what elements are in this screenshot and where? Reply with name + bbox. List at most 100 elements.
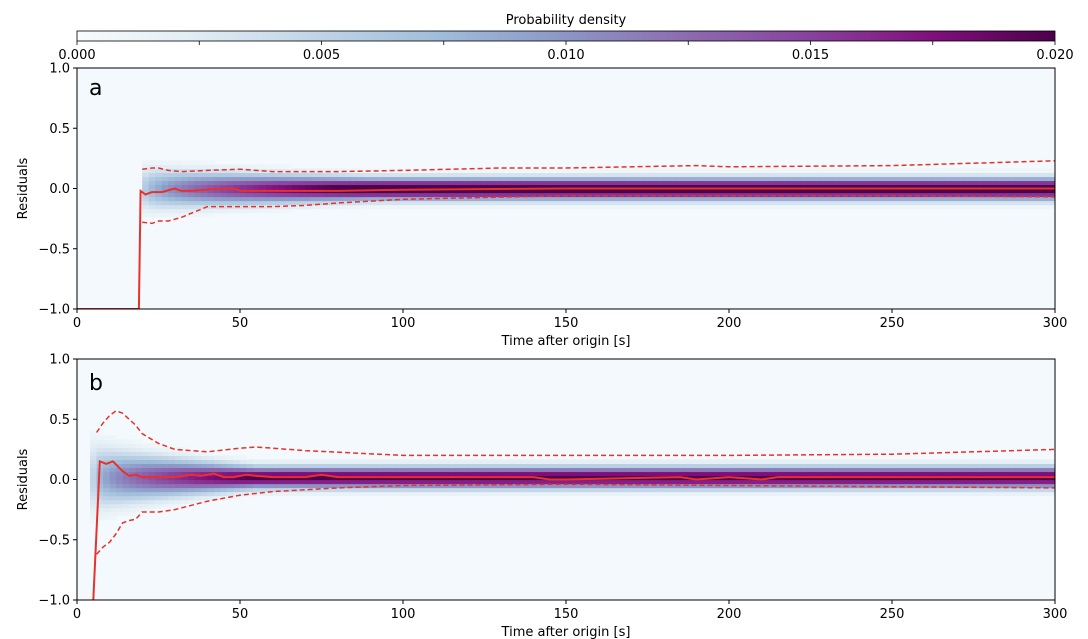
heatmap-cell	[337, 172, 345, 178]
heatmap-cell	[1009, 459, 1017, 465]
heatmap-cell	[566, 471, 574, 477]
heatmap-cell	[839, 491, 847, 497]
heatmap-cell	[696, 168, 704, 174]
heatmap-cell	[135, 507, 143, 513]
heatmap-cell	[455, 180, 463, 186]
heatmap-cell	[794, 188, 802, 194]
heatmap-cell	[826, 467, 834, 473]
heatmap-cell	[683, 188, 691, 194]
heatmap-cell	[546, 467, 554, 473]
heatmap-cell	[924, 180, 932, 186]
heatmap-cell	[1022, 192, 1030, 198]
heatmap-cell	[187, 196, 195, 202]
heatmap-cell	[905, 196, 913, 202]
heatmap-cell	[174, 479, 182, 485]
heatmap-cell	[129, 483, 137, 489]
heatmap-cell	[820, 463, 828, 469]
heatmap-cell	[963, 180, 971, 186]
heatmap-cell	[761, 463, 769, 469]
heatmap-cell	[872, 471, 880, 477]
heatmap-cell	[892, 483, 900, 489]
heatmap-cell	[839, 176, 847, 182]
heatmap-cell	[272, 168, 280, 174]
heatmap-cell	[605, 200, 613, 206]
heatmap-cell	[435, 172, 443, 178]
heatmap-cell	[200, 491, 208, 497]
heatmap-cell	[135, 455, 143, 461]
x-tick-label: 300	[1043, 607, 1068, 622]
heatmap-cell	[357, 483, 365, 489]
heatmap-cell	[546, 184, 554, 190]
heatmap-cell	[396, 487, 404, 493]
heatmap-cell	[324, 483, 332, 489]
heatmap-cell	[168, 455, 176, 461]
heatmap-cell	[650, 204, 658, 210]
heatmap-cell	[572, 487, 580, 493]
heatmap-cell	[226, 471, 235, 477]
heatmap-cell	[370, 172, 378, 178]
heatmap-cell	[416, 479, 424, 485]
heatmap-cell	[220, 479, 228, 485]
heatmap-cell	[155, 212, 163, 218]
heatmap-cell	[1022, 172, 1030, 178]
heatmap-cell	[168, 487, 176, 493]
heatmap-cell	[213, 483, 222, 489]
heatmap-cell	[155, 180, 163, 186]
heatmap-cell	[820, 180, 828, 186]
heatmap-cell	[813, 192, 821, 198]
heatmap-cell	[885, 200, 893, 206]
heatmap-cell	[918, 487, 926, 493]
heatmap-cell	[435, 188, 443, 194]
heatmap-cell	[579, 475, 587, 481]
heatmap-cell	[109, 435, 117, 440]
heatmap-cell	[507, 463, 515, 469]
heatmap-cell	[500, 204, 508, 210]
heatmap-cell	[774, 168, 782, 174]
heatmap-cell	[376, 168, 385, 174]
heatmap-cell	[409, 463, 417, 469]
heatmap-cell	[500, 467, 508, 473]
heatmap-cell	[859, 471, 867, 477]
heatmap-cell	[370, 471, 378, 477]
heatmap-cell	[474, 184, 482, 190]
heatmap-cell	[852, 491, 860, 497]
heatmap-cell	[572, 479, 580, 485]
heatmap-cell	[1002, 180, 1010, 186]
heatmap-cell	[403, 487, 411, 493]
heatmap-cell	[246, 164, 254, 170]
heatmap-cell	[487, 180, 495, 186]
heatmap-cell	[885, 479, 893, 485]
heatmap-cell	[963, 483, 971, 489]
heatmap-cell	[918, 463, 926, 469]
heatmap-cell	[285, 463, 293, 469]
heatmap-cell	[735, 168, 743, 174]
heatmap-cell	[833, 172, 841, 178]
heatmap-cell	[155, 204, 163, 210]
heatmap-cell	[755, 475, 763, 481]
heatmap-cell	[618, 188, 626, 194]
heatmap-cell	[800, 204, 808, 210]
heatmap-cell	[389, 200, 398, 206]
heatmap-cell	[422, 463, 430, 469]
heatmap-cell	[403, 459, 411, 465]
heatmap-cell	[650, 200, 658, 206]
heatmap-cell	[455, 188, 463, 194]
heatmap-cell	[448, 184, 456, 190]
heatmap-cell	[742, 176, 750, 182]
heatmap-cell	[683, 467, 691, 473]
heatmap-cell	[116, 467, 124, 473]
heatmap-cell	[813, 184, 821, 190]
heatmap-cell	[500, 184, 508, 190]
heatmap-cell	[637, 196, 645, 202]
heatmap-cell	[350, 180, 358, 186]
heatmap-cell	[918, 184, 926, 190]
heatmap-cell	[546, 200, 554, 206]
heatmap-cell	[748, 204, 756, 210]
heatmap-cell	[970, 459, 978, 465]
colorbar-tick-label: 0.000	[58, 48, 95, 63]
heatmap-cell	[781, 204, 789, 210]
heatmap-cell	[618, 483, 626, 489]
heatmap-cell	[631, 491, 639, 497]
heatmap-cell	[442, 188, 450, 194]
heatmap-cell	[546, 172, 554, 178]
